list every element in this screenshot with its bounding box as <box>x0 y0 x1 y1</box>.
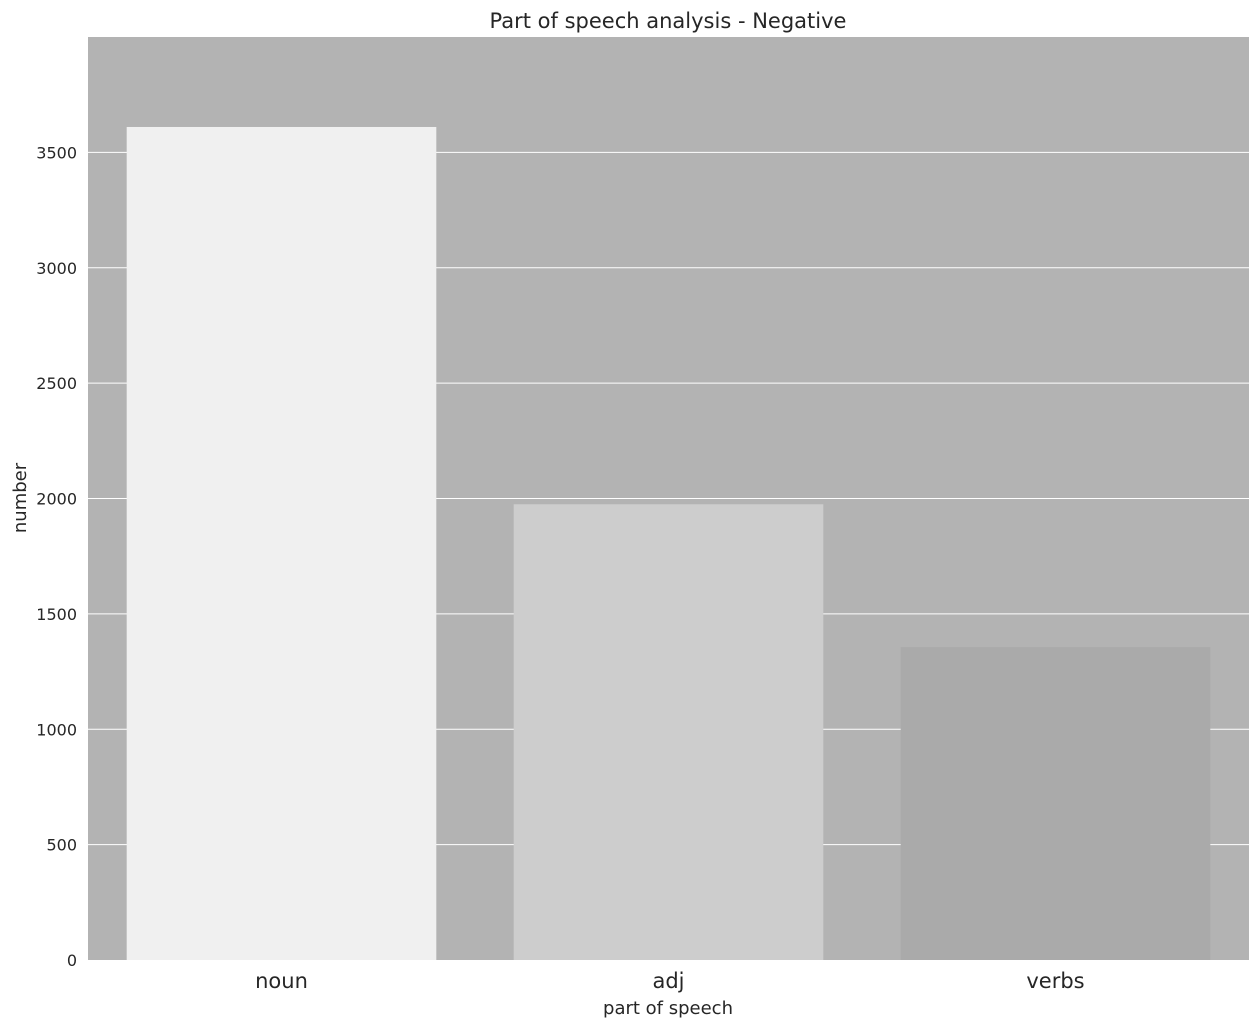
bar-adj <box>513 504 824 960</box>
bar-noun <box>126 126 437 961</box>
x-tick-labels: noun adj verbs <box>255 969 1085 993</box>
x-tick-label: verbs <box>1026 969 1084 993</box>
y-axis-label: number <box>10 462 31 533</box>
y-tick-label: 3000 <box>36 259 77 278</box>
y-tick-label: 1000 <box>36 720 77 739</box>
y-tick-label: 0 <box>67 951 77 970</box>
y-tick-label: 2000 <box>36 490 77 509</box>
x-tick-label: noun <box>255 969 308 993</box>
y-tick-label: 3500 <box>36 143 77 162</box>
y-tick-labels: 0 500 1000 1500 2000 2500 3000 3500 <box>36 143 77 970</box>
y-tick-label: 500 <box>46 836 77 855</box>
bar-verbs <box>900 647 1211 960</box>
x-tick-label: adj <box>652 969 684 993</box>
x-axis-label: part of speech <box>603 998 733 1019</box>
chart-title: Part of speech analysis - Negative <box>490 9 847 33</box>
bars <box>126 126 1211 961</box>
y-tick-label: 1500 <box>36 605 77 624</box>
y-tick-label: 2500 <box>36 374 77 393</box>
